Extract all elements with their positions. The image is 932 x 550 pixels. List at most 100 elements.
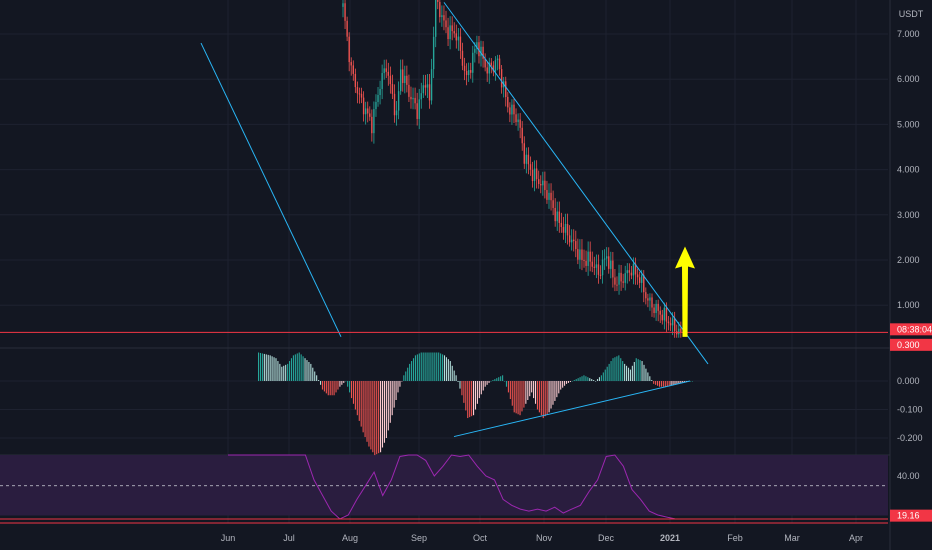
price-candles xyxy=(342,0,682,338)
candle-body xyxy=(527,154,530,165)
histogram-bar xyxy=(360,381,362,427)
histogram-bar xyxy=(490,381,492,382)
histogram-bar xyxy=(473,381,475,416)
candle-body xyxy=(379,88,381,96)
histogram-bar xyxy=(585,376,587,381)
candle-body xyxy=(484,58,486,68)
histogram-bar xyxy=(265,354,267,381)
histogram-bar xyxy=(287,363,289,381)
candle-body xyxy=(538,179,540,185)
histogram-bar xyxy=(321,381,324,390)
candle-body xyxy=(377,95,379,103)
candle-body xyxy=(523,143,525,164)
histogram-bar xyxy=(447,359,449,381)
histogram-bar xyxy=(335,381,337,393)
histogram-bar xyxy=(598,377,601,381)
candle-body xyxy=(638,277,641,283)
candle-body xyxy=(546,190,548,200)
histogram-bar xyxy=(589,378,591,381)
histogram-bar xyxy=(534,381,537,404)
candle-body xyxy=(659,310,661,315)
histogram-bar xyxy=(409,363,411,381)
candle-body xyxy=(628,270,631,273)
histogram-bar xyxy=(366,381,368,442)
histogram-bar xyxy=(407,367,409,381)
candle-body xyxy=(564,223,567,233)
histogram-bar xyxy=(290,358,293,381)
candle-body xyxy=(575,241,577,250)
price-tick-label: 6.000 xyxy=(897,74,920,84)
time-tick-label: Oct xyxy=(473,533,488,543)
histogram-bar xyxy=(327,381,329,396)
histogram-bar xyxy=(345,381,347,382)
candle-body xyxy=(420,93,422,100)
candle-body xyxy=(424,85,427,88)
histogram-bar xyxy=(434,352,436,381)
histogram-bar xyxy=(637,359,639,381)
candle-body xyxy=(589,251,591,262)
histogram-bar xyxy=(333,381,335,396)
histogram-bar xyxy=(393,381,395,408)
time-tick-label: Apr xyxy=(849,533,863,543)
histogram-bar xyxy=(608,363,610,381)
candle-body xyxy=(533,168,536,182)
candle-body xyxy=(525,154,528,164)
candle-body xyxy=(515,114,517,123)
last-price-label: 0.300 xyxy=(897,340,920,350)
histogram-bar xyxy=(653,381,655,384)
histogram-bar xyxy=(550,381,552,409)
candle-body xyxy=(597,264,600,275)
histogram-bar xyxy=(420,352,422,381)
candle-body xyxy=(373,109,375,134)
candle-body xyxy=(622,281,624,283)
histogram-bar xyxy=(405,371,407,381)
candle-body xyxy=(397,91,400,111)
histogram-bar xyxy=(515,381,517,414)
histogram-bar xyxy=(548,381,550,413)
histogram-bar xyxy=(352,381,355,404)
candle-body xyxy=(416,103,418,119)
candle-body xyxy=(348,36,350,63)
histogram-bar xyxy=(308,362,310,381)
rsi-pane xyxy=(0,454,888,520)
candle-body xyxy=(467,70,470,76)
price-tick-label: 7.000 xyxy=(897,29,920,39)
histogram-bar xyxy=(469,381,471,418)
histogram-bar xyxy=(600,375,602,381)
histogram-bar xyxy=(471,381,473,417)
candle-body xyxy=(422,85,425,94)
histogram-bar xyxy=(323,381,325,392)
histogram-bar xyxy=(525,381,527,404)
candle-body xyxy=(362,97,365,115)
oscillator-tick-label: -0.200 xyxy=(897,433,923,443)
histogram-bar xyxy=(374,381,376,456)
time-tick-label: Dec xyxy=(598,533,615,543)
histogram-bar xyxy=(314,371,316,381)
time-tick-label: Feb xyxy=(727,533,743,543)
candle-body xyxy=(566,223,569,236)
histogram-bar xyxy=(358,381,360,421)
oscillator-tick-label: 0.000 xyxy=(897,376,920,386)
time-tick-label: 2021 xyxy=(660,533,680,543)
histogram-bar xyxy=(263,353,265,381)
histogram-bar xyxy=(635,358,637,381)
candle-body xyxy=(414,97,416,104)
histogram-bar xyxy=(670,381,672,386)
histogram-bar xyxy=(350,381,353,399)
histogram-bar xyxy=(300,354,302,381)
histogram-bar xyxy=(658,381,661,387)
candle-body xyxy=(367,108,369,114)
histogram-bar xyxy=(668,381,670,386)
histogram-bar xyxy=(552,381,554,405)
histogram-bar xyxy=(519,381,521,416)
candle-body xyxy=(663,307,666,321)
histogram-bar xyxy=(575,379,577,381)
histogram-bar xyxy=(672,381,674,385)
candle-body xyxy=(542,180,544,186)
candle-body xyxy=(570,239,573,243)
candle-body xyxy=(496,58,499,61)
candle-body xyxy=(521,127,523,144)
candle-body xyxy=(511,104,513,115)
histogram-bar xyxy=(629,369,631,381)
